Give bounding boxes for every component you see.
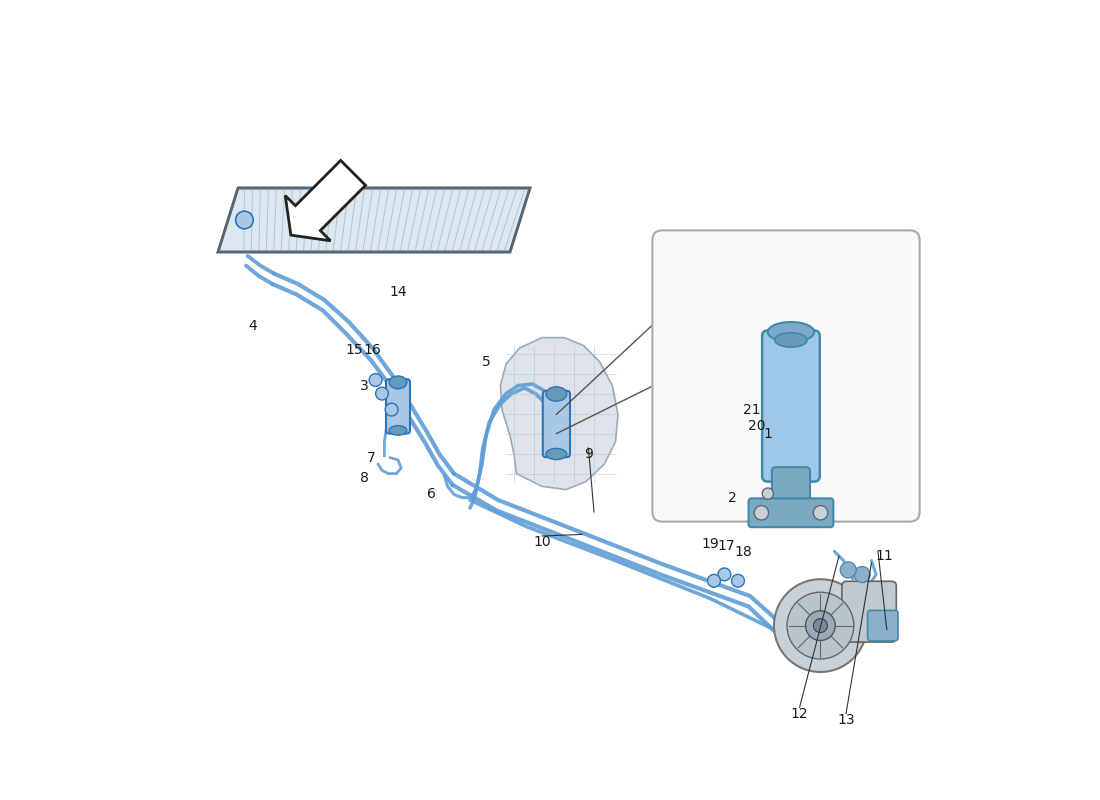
Text: 12: 12	[791, 706, 808, 721]
Circle shape	[235, 211, 253, 229]
FancyBboxPatch shape	[772, 467, 810, 506]
Circle shape	[774, 579, 867, 672]
Circle shape	[385, 403, 398, 416]
Circle shape	[855, 566, 870, 582]
Circle shape	[805, 610, 835, 641]
FancyBboxPatch shape	[386, 379, 410, 434]
Text: 2: 2	[728, 490, 737, 505]
FancyBboxPatch shape	[542, 391, 570, 457]
Ellipse shape	[546, 448, 566, 459]
Circle shape	[718, 568, 730, 581]
Circle shape	[813, 506, 828, 520]
Text: 9: 9	[584, 447, 593, 462]
Text: 16: 16	[363, 343, 382, 358]
Circle shape	[786, 592, 854, 659]
FancyBboxPatch shape	[652, 230, 920, 522]
Text: 3: 3	[360, 378, 368, 393]
Circle shape	[732, 574, 745, 587]
Ellipse shape	[546, 387, 566, 402]
Circle shape	[375, 387, 388, 400]
FancyBboxPatch shape	[762, 330, 820, 482]
Text: 10: 10	[534, 535, 551, 550]
Circle shape	[370, 374, 382, 386]
Text: 20: 20	[748, 418, 766, 433]
Polygon shape	[285, 161, 365, 241]
Text: 19: 19	[701, 537, 719, 551]
FancyBboxPatch shape	[749, 498, 834, 527]
Circle shape	[755, 506, 769, 520]
Ellipse shape	[774, 333, 807, 347]
Polygon shape	[500, 338, 618, 490]
Text: 13: 13	[837, 713, 855, 727]
Text: 4: 4	[248, 319, 256, 334]
Circle shape	[707, 574, 721, 587]
Text: 11: 11	[876, 549, 893, 563]
Circle shape	[813, 618, 827, 633]
Text: 6: 6	[427, 487, 436, 502]
Text: 1: 1	[763, 426, 772, 441]
Text: 5: 5	[482, 354, 491, 369]
Ellipse shape	[389, 426, 407, 435]
Text: 18: 18	[735, 545, 752, 559]
Ellipse shape	[768, 322, 814, 342]
Text: 8: 8	[360, 471, 368, 486]
Circle shape	[762, 488, 773, 499]
Text: 21: 21	[742, 402, 760, 417]
Text: 17: 17	[717, 538, 735, 553]
FancyBboxPatch shape	[842, 582, 896, 642]
Polygon shape	[218, 188, 530, 252]
Ellipse shape	[389, 376, 407, 389]
FancyBboxPatch shape	[868, 610, 898, 641]
Text: 7: 7	[366, 450, 375, 465]
Text: 15: 15	[345, 343, 363, 358]
Text: 14: 14	[389, 285, 407, 299]
Circle shape	[840, 562, 856, 578]
